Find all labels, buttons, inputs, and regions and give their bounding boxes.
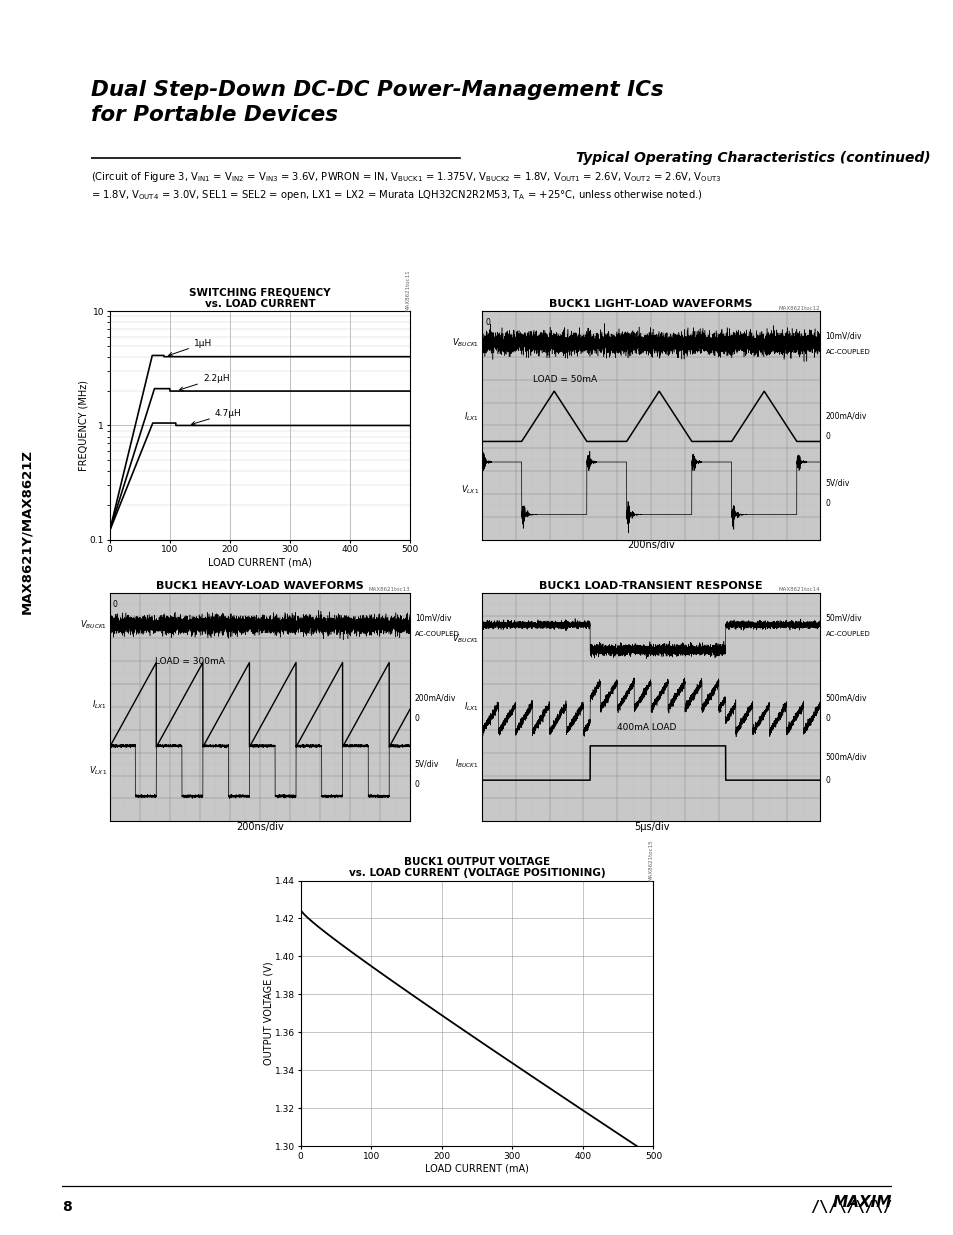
Text: $V_{LX1}$: $V_{LX1}$ xyxy=(460,483,478,495)
Text: LOAD = 50mA: LOAD = 50mA xyxy=(532,375,596,384)
Text: MAX8621toc12: MAX8621toc12 xyxy=(778,306,820,311)
Text: $I_{BUCK1}$: $I_{BUCK1}$ xyxy=(455,758,478,771)
Text: AC-COUPLED: AC-COUPLED xyxy=(824,350,869,356)
Text: 5V/div: 5V/div xyxy=(824,478,849,487)
Text: 5μs/div: 5μs/div xyxy=(633,823,669,832)
Text: MAX8621toc11: MAX8621toc11 xyxy=(405,269,410,311)
Text: MAX8621Y/MAX8621Z: MAX8621Y/MAX8621Z xyxy=(20,448,33,614)
Text: /\/\/\/\/: /\/\/\/\/ xyxy=(809,1200,891,1215)
Text: AC-COUPLED: AC-COUPLED xyxy=(415,631,459,637)
Text: 50mV/div: 50mV/div xyxy=(824,614,862,622)
Text: 0: 0 xyxy=(824,432,829,441)
Text: 0: 0 xyxy=(824,499,829,508)
Text: 400mA LOAD: 400mA LOAD xyxy=(617,724,676,732)
Text: 200mA/div: 200mA/div xyxy=(824,411,866,421)
Title: BUCK1 LIGHT-LOAD WAVEFORMS: BUCK1 LIGHT-LOAD WAVEFORMS xyxy=(549,299,752,309)
Text: 10mV/div: 10mV/div xyxy=(415,614,451,622)
Text: MAX8621toc15: MAX8621toc15 xyxy=(648,839,653,881)
Title: BUCK1 LOAD-TRANSIENT RESPONSE: BUCK1 LOAD-TRANSIENT RESPONSE xyxy=(538,580,762,590)
Text: $I_{LX1}$: $I_{LX1}$ xyxy=(92,699,107,711)
Text: $V_{BUCK1}$: $V_{BUCK1}$ xyxy=(452,632,478,645)
Text: MAX8621toc14: MAX8621toc14 xyxy=(778,588,820,593)
Text: Typical Operating Characteristics (continued): Typical Operating Characteristics (conti… xyxy=(575,151,929,165)
Text: 4.7μH: 4.7μH xyxy=(192,409,241,425)
Title: SWITCHING FREQUENCY
vs. LOAD CURRENT: SWITCHING FREQUENCY vs. LOAD CURRENT xyxy=(189,288,331,309)
Text: 500mA/div: 500mA/div xyxy=(824,693,866,703)
X-axis label: LOAD CURRENT (mA): LOAD CURRENT (mA) xyxy=(208,557,312,567)
Text: $V_{BUCK1}$: $V_{BUCK1}$ xyxy=(80,619,107,631)
Text: $V_{BUCK1}$: $V_{BUCK1}$ xyxy=(452,337,478,350)
Text: 500mA/div: 500mA/div xyxy=(824,753,866,762)
Title: BUCK1 OUTPUT VOLTAGE
vs. LOAD CURRENT (VOLTAGE POSITIONING): BUCK1 OUTPUT VOLTAGE vs. LOAD CURRENT (V… xyxy=(349,857,604,878)
Text: 5V/div: 5V/div xyxy=(415,760,438,768)
Text: $I_{LX1}$: $I_{LX1}$ xyxy=(464,410,478,422)
Y-axis label: OUTPUT VOLTAGE (V): OUTPUT VOLTAGE (V) xyxy=(263,962,274,1065)
Text: 0: 0 xyxy=(485,319,490,327)
Text: 8: 8 xyxy=(62,1200,71,1214)
Text: MAX8621toc13: MAX8621toc13 xyxy=(368,588,410,593)
Y-axis label: FREQUENCY (MHz): FREQUENCY (MHz) xyxy=(78,380,89,471)
Text: 200mA/div: 200mA/div xyxy=(415,693,456,703)
Text: 1μH: 1μH xyxy=(169,340,212,356)
Text: 0: 0 xyxy=(415,714,419,722)
Text: (Circuit of Figure 3, V$_{\rm IN1}$ = V$_{\rm IN2}$ = V$_{\rm IN3}$ = 3.6V, PWRO: (Circuit of Figure 3, V$_{\rm IN1}$ = V$… xyxy=(91,170,720,203)
Text: 0: 0 xyxy=(415,781,419,789)
Text: 200ns/div: 200ns/div xyxy=(236,823,284,832)
Text: 0: 0 xyxy=(824,776,829,784)
Text: 0: 0 xyxy=(112,600,117,609)
Text: 10mV/div: 10mV/div xyxy=(824,332,862,341)
Text: 0: 0 xyxy=(824,714,829,722)
Text: $V_{LX1}$: $V_{LX1}$ xyxy=(89,764,107,777)
Text: 2.2μH: 2.2μH xyxy=(179,373,230,390)
Text: MAXIM: MAXIM xyxy=(832,1195,891,1210)
Text: AC-COUPLED: AC-COUPLED xyxy=(824,631,869,637)
Text: LOAD = 300mA: LOAD = 300mA xyxy=(154,657,224,666)
X-axis label: LOAD CURRENT (mA): LOAD CURRENT (mA) xyxy=(425,1163,528,1173)
Text: 200ns/div: 200ns/div xyxy=(627,541,675,551)
Title: BUCK1 HEAVY-LOAD WAVEFORMS: BUCK1 HEAVY-LOAD WAVEFORMS xyxy=(156,580,363,590)
Text: Dual Step-Down DC-DC Power-Management ICs
for Portable Devices: Dual Step-Down DC-DC Power-Management IC… xyxy=(91,80,662,125)
Text: $I_{LX1}$: $I_{LX1}$ xyxy=(464,700,478,714)
